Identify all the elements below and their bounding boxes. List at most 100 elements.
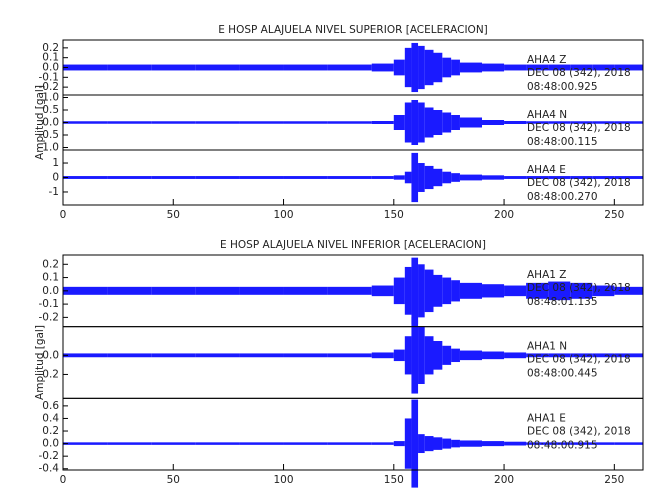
x-tick-label: 150 <box>384 209 404 221</box>
waveform-envelope <box>482 441 505 447</box>
waveform-envelope <box>411 42 419 93</box>
waveform-envelope <box>418 163 425 192</box>
waveform-envelope <box>239 286 284 295</box>
waveform-envelope <box>371 285 394 297</box>
y-tick-label: 1.0 <box>42 92 59 104</box>
waveform-envelope <box>482 120 505 125</box>
waveform-envelope <box>451 280 460 302</box>
x-tick-label: 150 <box>384 474 404 486</box>
y-tick-label: 0.0 <box>42 62 59 74</box>
waveform-envelope <box>239 176 284 179</box>
station-label: AHA4 N <box>527 109 567 121</box>
y-tick-label: -0.2 <box>39 368 60 380</box>
waveform-envelope <box>283 121 328 124</box>
waveform-envelope <box>482 175 505 180</box>
waveform-envelope <box>442 438 452 449</box>
waveform-envelope <box>239 353 284 358</box>
y-tick-label: -1.0 <box>39 142 60 154</box>
station-label: AHA1 E <box>527 412 566 424</box>
waveform-envelope <box>424 436 434 452</box>
waveform-envelope <box>548 353 571 358</box>
waveform-envelope <box>107 442 152 445</box>
waveform-envelope <box>327 286 372 295</box>
waveform-envelope <box>592 121 615 124</box>
x-tick-label: 0 <box>60 474 67 486</box>
waveform-envelope <box>283 176 328 179</box>
waveform-envelope <box>504 176 527 179</box>
station-label: AHA4 Z <box>527 54 566 66</box>
x-tick-label: 50 <box>167 209 180 221</box>
waveform-envelope <box>442 112 452 133</box>
date-label: DEC 08 (342), 2018 <box>527 67 631 79</box>
x-tick-label: 50 <box>167 474 180 486</box>
waveform-envelope <box>592 442 615 445</box>
waveform-envelope <box>614 121 643 124</box>
waveform-envelope <box>592 353 615 358</box>
y-tick-label: -0.4 <box>39 463 60 475</box>
waveform-envelope <box>195 64 240 71</box>
waveform-envelope <box>393 441 405 447</box>
waveform-envelope <box>570 121 593 124</box>
waveform-envelope <box>283 286 328 295</box>
waveform-envelope <box>459 117 483 128</box>
waveform-envelope <box>451 348 460 363</box>
x-tick-label: 100 <box>274 474 294 486</box>
date-label: DEC 08 (342), 2018 <box>527 354 631 366</box>
waveform-envelope <box>570 442 593 445</box>
waveform-envelope <box>404 102 412 143</box>
waveform-envelope <box>614 353 643 358</box>
y-tick-label: -0.1 <box>39 71 60 83</box>
waveform-envelope <box>526 442 549 445</box>
station-label: AHA1 N <box>527 341 567 353</box>
waveform-envelope <box>418 326 425 384</box>
waveform-envelope <box>424 336 434 375</box>
waveform-envelope <box>393 277 405 305</box>
waveform-envelope <box>424 107 434 138</box>
waveform-envelope <box>411 257 419 325</box>
time-label: 08:48:01.135 <box>527 296 598 308</box>
y-tick-label: 0.1 <box>42 52 59 64</box>
y-tick-label: -0.2 <box>39 81 60 93</box>
waveform-envelope <box>433 110 443 135</box>
waveform-envelope <box>393 115 405 130</box>
waveform-envelope <box>239 121 284 124</box>
y-tick-label: 0.0 <box>42 117 59 129</box>
x-tick-label: 100 <box>274 209 294 221</box>
waveform-envelope <box>63 286 108 295</box>
waveform-envelope <box>151 286 196 295</box>
waveform-envelope <box>63 176 108 179</box>
waveform-envelope <box>418 45 425 90</box>
waveform-envelope <box>482 284 505 298</box>
waveform-envelope <box>433 52 443 83</box>
waveform-envelope <box>404 418 412 469</box>
x-tick-label: 250 <box>604 209 624 221</box>
waveform-envelope <box>526 353 549 358</box>
waveform-envelope <box>570 282 593 299</box>
waveform-envelope <box>504 352 527 359</box>
group-title: E HOSP ALAJUELA NIVEL INFERIOR [ACELERAC… <box>220 239 486 251</box>
y-tick-label: 0.2 <box>42 42 59 54</box>
waveform-envelope <box>548 281 571 301</box>
x-tick-label: 0 <box>60 209 67 221</box>
waveform-envelope <box>548 176 571 179</box>
waveform-envelope <box>614 64 643 71</box>
waveform-envelope <box>107 353 152 358</box>
waveform-envelope <box>151 353 196 358</box>
time-label: 08:48:00.915 <box>527 439 598 451</box>
waveform-envelope <box>404 336 412 375</box>
x-tick-label: 200 <box>494 209 514 221</box>
waveform-envelope <box>424 165 434 190</box>
waveform-envelope <box>393 349 405 362</box>
waveform-envelope <box>404 171 412 184</box>
date-label: DEC 08 (342), 2018 <box>527 282 631 294</box>
waveform-envelope <box>614 176 643 179</box>
y-tick-label: 0.2 <box>42 258 59 270</box>
waveform-envelope <box>371 63 394 72</box>
waveform-envelope <box>433 168 443 187</box>
waveform-envelope <box>404 266 412 315</box>
waveform-envelope <box>371 442 394 445</box>
waveform-envelope <box>614 442 643 445</box>
station-label: AHA4 E <box>527 164 566 176</box>
waveform-envelope <box>411 399 419 488</box>
waveform-envelope <box>433 437 443 450</box>
